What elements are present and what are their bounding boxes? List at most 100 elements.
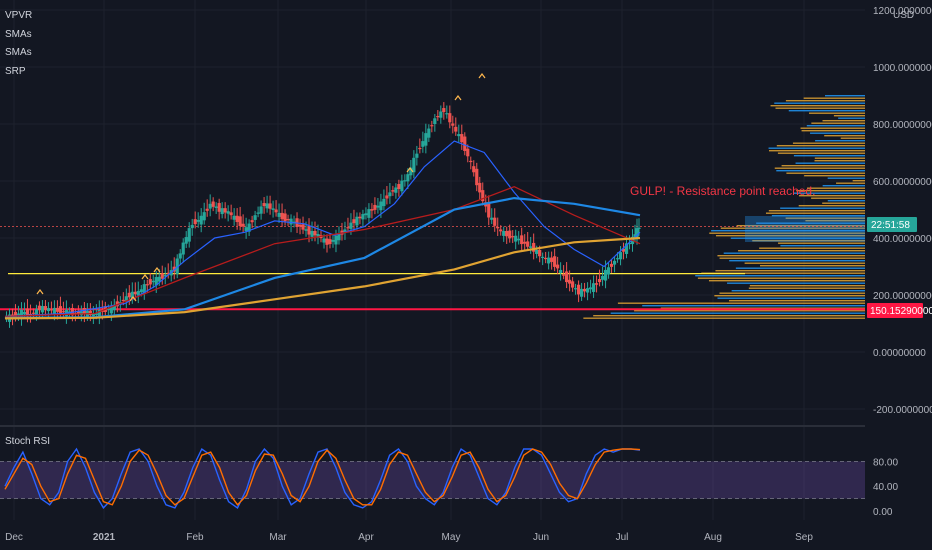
vpvr-bar [800,127,865,129]
vpvr-bar [774,167,865,169]
vpvr-bar [776,170,865,172]
vpvr-bar [798,195,865,197]
candle-body [346,227,350,229]
candle-body [541,256,545,259]
candle-body [244,227,248,232]
fractal-marker [129,296,137,302]
price-tick-label: 600.00000000 [873,177,932,188]
candle-body [370,209,374,211]
vpvr-bar [660,307,865,309]
candle-body [223,208,227,213]
countdown-badge [867,217,917,232]
candle-body [421,141,425,147]
candle-body [427,128,431,138]
candle-body [181,242,185,255]
legend-smas-1[interactable]: SMAs [5,29,32,40]
legend-vpvr[interactable]: VPVR [5,10,33,21]
vpvr-bar [780,207,865,209]
candle-body [562,274,566,276]
candle-body [532,242,536,252]
fractal-marker [36,289,44,295]
candle-body [520,235,524,245]
vpvr-bar [770,105,865,107]
vpvr-bar [776,145,865,147]
candle-body [106,308,110,310]
candle-body [367,209,371,218]
candle-body [202,212,206,221]
fractal-marker [478,73,486,79]
candle-body [612,260,617,265]
vpvr-bar [593,315,865,317]
candle-body [58,306,63,314]
vpvr-bar [697,277,865,279]
candle-body [109,305,113,314]
vpvr-bar [720,227,865,229]
candle-body [343,229,347,233]
candle-body [582,288,587,292]
sma-blue-line [4,140,641,317]
vpvr-bar [811,197,865,199]
vpvr-bar [795,162,865,164]
vpvr-bar [583,317,865,319]
candle-body [391,190,395,192]
candle-body [508,230,512,239]
candle-body [400,180,404,192]
vpvr-bar [768,210,865,212]
vpvr-bar [756,222,865,224]
vpvr-bar [717,297,865,299]
candle-body [457,134,461,137]
vpvr-bar [759,247,865,249]
vpvr-bar [852,180,865,182]
candle-body [448,113,452,123]
legend-srp[interactable]: SRP [5,66,26,77]
candle-body [579,288,584,297]
vpvr-bar [634,310,865,312]
candle-body [133,291,137,295]
candle-body [481,190,485,202]
vpvr-bar [701,272,865,274]
vpvr-bar [717,255,865,257]
stoch-d-line [4,448,641,506]
candle-body [600,276,605,280]
vpvr-bar [711,230,865,232]
candle-body [163,275,167,277]
vpvr-bar [840,137,865,139]
legend-smas-2[interactable]: SMAs [5,47,32,58]
candle-body [406,174,410,182]
candle-body [635,228,639,239]
candle-body [511,236,515,238]
candle-body [535,249,539,254]
candle-body [235,215,239,223]
candle-body [466,148,470,157]
candle-body [397,184,401,189]
vpvr-bar [730,237,865,239]
candle-body [430,125,434,127]
vpvr-bar [736,225,865,227]
price-axis-panel [865,0,932,550]
price-badge-label: 150.15290000 [870,306,932,317]
candle-body [34,309,39,315]
candle-body [112,304,116,311]
candle-body [265,203,269,209]
candle-body [594,283,599,285]
countdown-label: 22:51:58 [871,220,910,231]
candle-body [403,180,407,182]
candle-body [412,157,416,173]
candle-body [184,237,188,244]
fractal-marker [153,267,161,273]
candle-body [385,195,389,199]
candle-body [187,228,191,242]
candle-body [355,216,359,226]
candle-body [274,209,278,213]
vpvr-bar [804,175,865,177]
candle-body [121,299,125,302]
candle-body [633,234,637,238]
candle-body [454,126,458,132]
vpvr-bar [824,135,865,137]
time-tick-label: Sep [795,532,813,543]
vpvr-bar [811,122,865,124]
time-tick-label: Jun [533,532,549,543]
candle-body [241,223,245,227]
candle-body [576,284,581,295]
